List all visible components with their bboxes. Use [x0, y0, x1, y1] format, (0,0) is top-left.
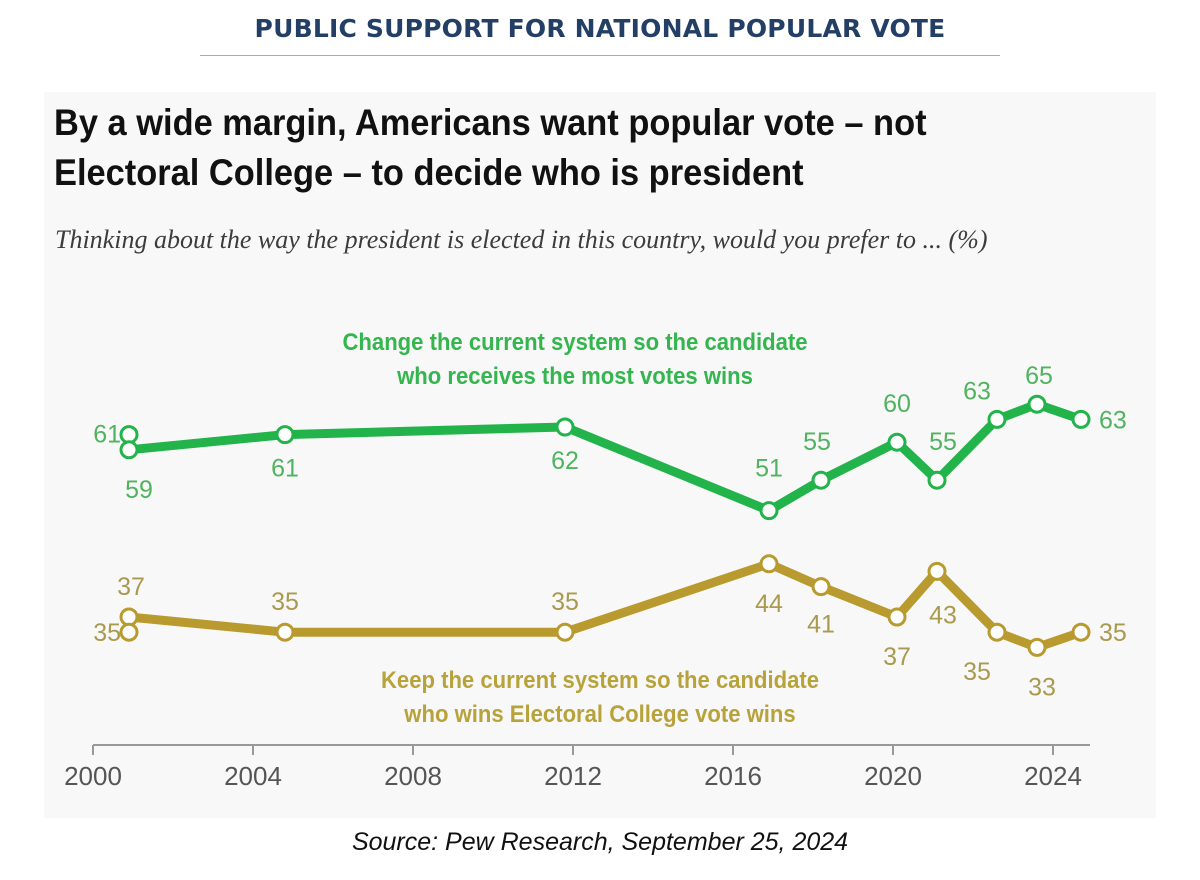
series-label-keep: Keep the current system so the candidate… — [315, 664, 885, 732]
x-tick-label: 2008 — [384, 761, 442, 791]
data-label-keep: 35 — [551, 588, 579, 616]
data-point-change — [927, 470, 947, 490]
data-point-keep — [1071, 622, 1091, 642]
x-tick-label: 2004 — [224, 761, 282, 791]
data-label-change: 62 — [551, 447, 579, 475]
data-label-keep: 37 — [883, 643, 911, 671]
chart-panel — [44, 92, 1156, 818]
data-point-keep — [275, 622, 295, 642]
series-label-keep-line2: who wins Electoral College vote wins — [404, 701, 796, 728]
data-point-keep — [887, 607, 907, 627]
data-label-keep: 43 — [929, 601, 957, 629]
data-label-keep: 33 — [1028, 673, 1056, 701]
data-label-change: 60 — [883, 390, 911, 418]
series-line-change — [124, 399, 1086, 516]
data-label-keep: 35 — [1099, 619, 1127, 647]
source-note: Source: Pew Research, September 25, 2024 — [351, 828, 849, 856]
x-tick-label: 2016 — [704, 761, 762, 791]
header-title: PUBLIC SUPPORT FOR NATIONAL POPULAR VOTE — [254, 14, 946, 43]
data-point-keep — [119, 622, 139, 642]
data-point-change — [759, 501, 779, 521]
data-point-change — [555, 417, 575, 437]
data-point-change — [1027, 394, 1047, 414]
series-line-keep — [124, 559, 1086, 652]
series-label-change-line1: Change the current system so the candida… — [342, 329, 808, 356]
data-point-change — [887, 432, 907, 452]
data-label-keep: 35 — [963, 658, 991, 686]
data-label-keep: 37 — [117, 573, 145, 601]
x-tick-label: 2000 — [64, 761, 122, 791]
x-tick-label: 2024 — [1024, 761, 1082, 791]
header-divider — [200, 55, 1000, 56]
data-label-change: 61 — [93, 421, 121, 449]
data-point-keep — [811, 577, 831, 597]
data-label-change: 63 — [963, 377, 991, 405]
chart-subtitle: Thinking about the way the president is … — [55, 225, 988, 254]
data-point-change — [811, 470, 831, 490]
data-point-keep — [1027, 637, 1047, 657]
series-label-keep-line1: Keep the current system so the candidate — [380, 667, 820, 694]
data-point-change — [119, 440, 139, 460]
data-point-change — [987, 409, 1007, 429]
data-label-change: 51 — [755, 455, 783, 483]
x-tick-label: 2020 — [864, 761, 922, 791]
data-label-change: 63 — [1099, 406, 1127, 434]
data-label-change: 65 — [1025, 362, 1053, 390]
x-tick-label: 2012 — [544, 761, 602, 791]
data-label-change: 55 — [803, 428, 831, 456]
data-point-change — [275, 425, 295, 445]
data-point-keep — [119, 607, 139, 627]
data-point-keep — [987, 622, 1007, 642]
data-label-keep: 35 — [93, 619, 121, 647]
data-label-change: 59 — [125, 476, 153, 504]
data-point-keep — [759, 554, 779, 574]
chart-title: By a wide margin, Americans want popular… — [54, 102, 927, 193]
data-point-change — [119, 425, 139, 445]
data-label-keep: 35 — [271, 588, 299, 616]
data-point-keep — [927, 561, 947, 581]
data-label-keep: 41 — [807, 611, 835, 639]
series-label-change: Change the current system so the candida… — [281, 326, 870, 394]
data-label-change: 61 — [271, 455, 299, 483]
data-point-keep — [555, 622, 575, 642]
data-point-change — [1071, 409, 1091, 429]
data-label-keep: 44 — [755, 590, 783, 618]
data-label-change: 55 — [929, 428, 957, 456]
series-label-change-line2: who receives the most votes wins — [397, 363, 753, 390]
